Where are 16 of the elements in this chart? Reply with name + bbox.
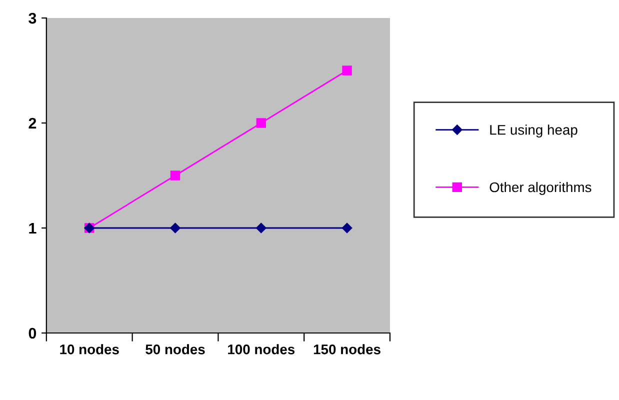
legend-label: Other algorithms	[490, 182, 592, 195]
point	[342, 66, 352, 76]
x-tick-label: 50 nodes	[146, 344, 205, 354]
x-tick-label: 100 nodes	[228, 344, 295, 354]
point	[342, 222, 352, 234]
y-tick-label: 2	[28, 118, 36, 129]
point	[170, 170, 180, 180]
y-tick-label: 3	[28, 12, 36, 24]
point	[256, 118, 266, 128]
point	[256, 222, 266, 234]
x-tick-label: 10 nodes	[60, 344, 119, 354]
y-tick-label: 0	[28, 328, 36, 339]
legend-label: LE using heap	[490, 124, 578, 138]
x-tick-label: 150 nodes	[314, 344, 380, 354]
point	[170, 222, 180, 234]
y-tick-label: 1	[29, 223, 36, 234]
